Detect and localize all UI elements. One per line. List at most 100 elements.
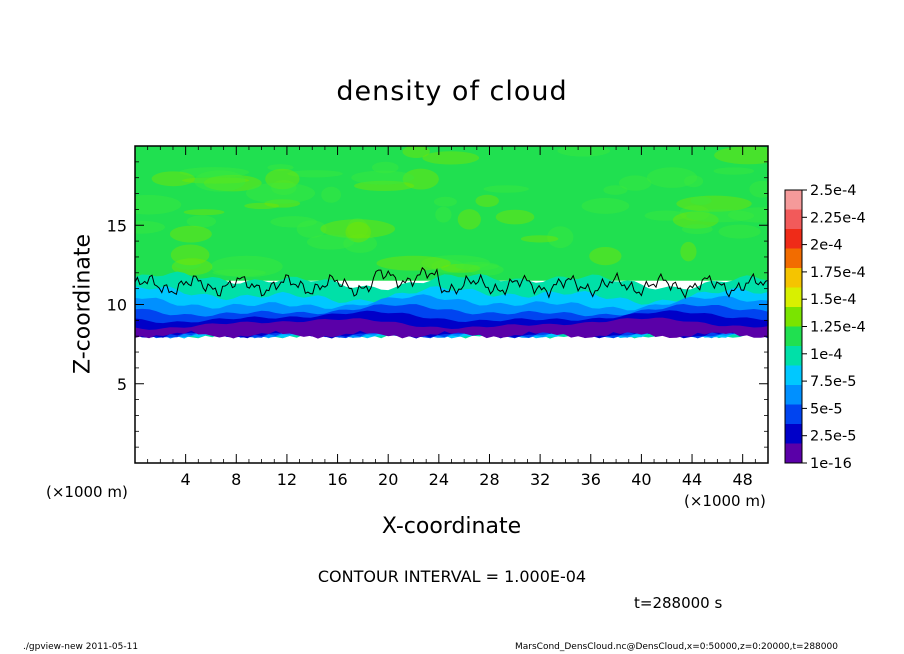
field-patch [468, 263, 504, 276]
colorbar-cell [785, 385, 802, 405]
field-patch [483, 185, 529, 193]
field-patch [320, 219, 396, 239]
x-tick-label: 4 [181, 470, 191, 489]
field-band-upper [135, 146, 768, 281]
field-patch [402, 168, 439, 190]
field-patch [265, 168, 300, 190]
field-patch [182, 177, 250, 184]
colorbar-label: 1.75e-4 [810, 265, 866, 281]
field-patch [690, 196, 712, 206]
field-patch [270, 216, 317, 228]
field-patch [151, 171, 196, 187]
field-patch [618, 175, 652, 191]
time-text: t=288000 s [634, 594, 723, 612]
field-patch [194, 170, 246, 192]
field-patch [589, 246, 622, 266]
field-patch [179, 167, 250, 178]
colorbar-cell [785, 307, 802, 327]
field-patch [557, 146, 611, 157]
y-tick-label: 5 [117, 375, 127, 394]
field-patch [296, 220, 327, 238]
field-patch [547, 226, 574, 249]
field-patch [186, 215, 217, 228]
field-patch [203, 174, 262, 192]
field-patch [345, 221, 372, 243]
field-patch [435, 206, 452, 223]
field-patch [244, 202, 280, 210]
field-patch [135, 220, 165, 234]
x-tick-label: 44 [682, 470, 702, 489]
colorbar-cell [785, 268, 802, 288]
field-patch [455, 261, 499, 271]
x-axis-label: X-coordinate [381, 514, 522, 539]
field-patch [267, 164, 294, 171]
field-patch [210, 255, 283, 278]
field-patch [376, 255, 451, 271]
field-patch [347, 218, 369, 239]
colorbar-label: 1.5e-4 [810, 292, 856, 308]
field-patch [672, 211, 719, 229]
field-patch [271, 180, 297, 196]
colorbar-cell [785, 365, 802, 386]
field-patch [495, 209, 535, 225]
colorbar-label: 2e-4 [810, 238, 843, 254]
x-tick-label: 8 [231, 470, 241, 489]
x-tick-label: 28 [479, 470, 499, 489]
field-patch [422, 151, 480, 165]
contour-line [135, 266, 768, 300]
field-patch [681, 224, 713, 235]
x-tick-label: 24 [429, 470, 449, 489]
x-tick-label: 16 [327, 470, 347, 489]
field-patch [371, 161, 399, 174]
contour-1e-4 [135, 266, 768, 300]
field-patch [646, 167, 698, 188]
field-patch [135, 194, 182, 215]
field-patch [718, 224, 761, 239]
field-patch [520, 235, 559, 243]
colorbar-label: 2.5e-5 [810, 429, 856, 445]
field-patch [183, 209, 225, 216]
colorbar-cell [785, 404, 802, 425]
field-patch [713, 167, 755, 175]
field-patch [351, 170, 415, 185]
colorbar-cell [785, 326, 802, 347]
field-patch [644, 210, 687, 221]
density-field [135, 146, 768, 339]
x-tick-label: 12 [277, 470, 297, 489]
field-patch [475, 194, 499, 208]
y-axis-label: Z-coordinate [70, 234, 96, 374]
field-patch [431, 259, 465, 274]
field-patch [727, 207, 768, 223]
colorbar-label: 1e-4 [810, 347, 843, 363]
field-patch [287, 170, 343, 178]
field-patch [169, 225, 212, 243]
x-tick-label: 40 [631, 470, 651, 489]
y-tick-label: 10 [107, 296, 127, 315]
field-patch [171, 258, 213, 276]
colorbar-cell [785, 190, 802, 210]
field-patch [245, 182, 316, 204]
x-tick-label: 32 [530, 470, 550, 489]
field-patch [603, 185, 628, 195]
colorbar-cell [785, 209, 802, 230]
chart-title: density of cloud [336, 76, 568, 107]
field-patch [676, 195, 752, 212]
colorbar-cell [785, 287, 802, 308]
field-patch [684, 175, 704, 188]
field-patch [440, 263, 481, 273]
field-patch [433, 196, 457, 207]
x-tick-label: 48 [733, 470, 753, 489]
colorbar: 2.5e-4 2.25e-4 2e-4 1.75e-4 1.5e-4 1.25e-4 1e-… [784, 183, 866, 472]
x-tick-label: 36 [581, 470, 601, 489]
field-patch [173, 258, 202, 270]
field-patch [749, 180, 768, 198]
colorbar-label: 1e-16 [810, 456, 852, 472]
field-patch [306, 234, 355, 250]
colorbar-cell [785, 248, 802, 269]
colorbar-cell [785, 229, 802, 249]
field-patch [457, 209, 481, 230]
field-patch [354, 180, 415, 191]
colorbar-label: 1.25e-4 [810, 320, 866, 336]
